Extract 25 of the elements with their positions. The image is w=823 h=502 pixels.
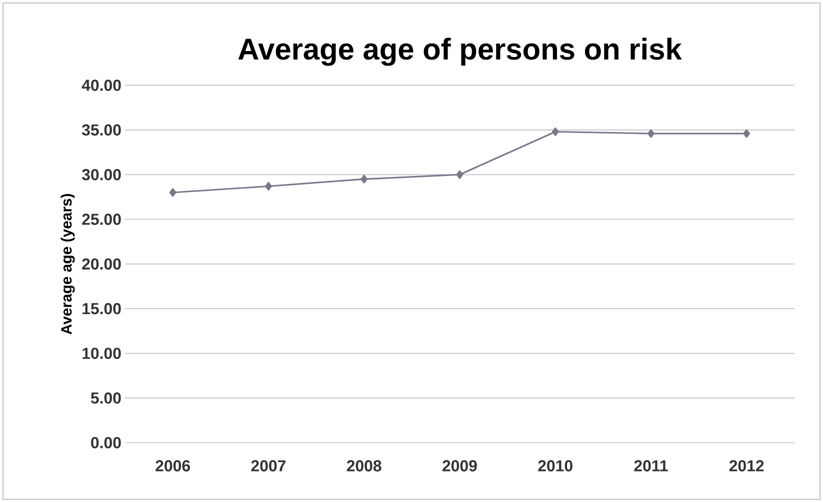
point [552, 127, 559, 136]
x-tick-label: 2008 [346, 460, 382, 472]
x-tick-label: 2011 [634, 460, 668, 472]
y-tick-label: 20.00 [82, 258, 121, 270]
y-tick-label: 5.00 [90, 392, 121, 404]
point [265, 182, 272, 190]
y-tick-label: 35.00 [82, 124, 121, 136]
y-tick-label: 40.00 [82, 79, 121, 91]
y-tick-label: 0.00 [91, 436, 121, 448]
x-tick-label: 2007 [251, 460, 286, 472]
y-tick-label: 10.00 [82, 347, 121, 359]
x-tick-label: 2009 [442, 460, 477, 472]
point [360, 174, 368, 184]
x-tick-label: 2010 [538, 460, 572, 472]
y-tick-label: 25.00 [82, 213, 121, 225]
point [169, 188, 176, 197]
y-axis-title: Average age (years) [60, 194, 75, 334]
x-tick-label: 2012 [729, 460, 764, 472]
point [648, 129, 654, 138]
point [743, 129, 750, 138]
chart-title: Average age of persons on risk [238, 38, 682, 66]
point [456, 170, 464, 179]
y-tick-label: 15.00 [82, 302, 121, 314]
x-tick-label: 2006 [156, 460, 190, 472]
y-tick-label: 30.00 [82, 168, 121, 180]
